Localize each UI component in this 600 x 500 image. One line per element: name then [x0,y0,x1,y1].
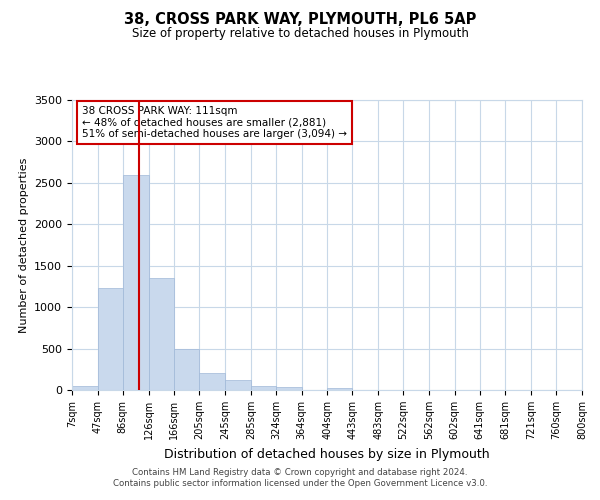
Bar [123,176,149,390]
Bar [174,348,199,390]
Bar [149,278,174,390]
Text: 38 CROSS PARK WAY: 111sqm
← 48% of detached houses are smaller (2,881)
51% of se: 38 CROSS PARK WAY: 111sqm ← 48% of detac… [82,106,347,139]
Text: Size of property relative to detached houses in Plymouth: Size of property relative to detached ho… [131,28,469,40]
Bar [328,388,352,390]
Bar [98,288,123,390]
Text: Contains HM Land Registry data © Crown copyright and database right 2024.
Contai: Contains HM Land Registry data © Crown c… [113,468,487,487]
Bar [199,374,225,390]
Bar [276,387,302,390]
Bar [72,386,98,390]
Text: 38, CROSS PARK WAY, PLYMOUTH, PL6 5AP: 38, CROSS PARK WAY, PLYMOUTH, PL6 5AP [124,12,476,28]
Bar [225,380,251,390]
X-axis label: Distribution of detached houses by size in Plymouth: Distribution of detached houses by size … [164,448,490,460]
Bar [251,386,276,390]
Y-axis label: Number of detached properties: Number of detached properties [19,158,29,332]
